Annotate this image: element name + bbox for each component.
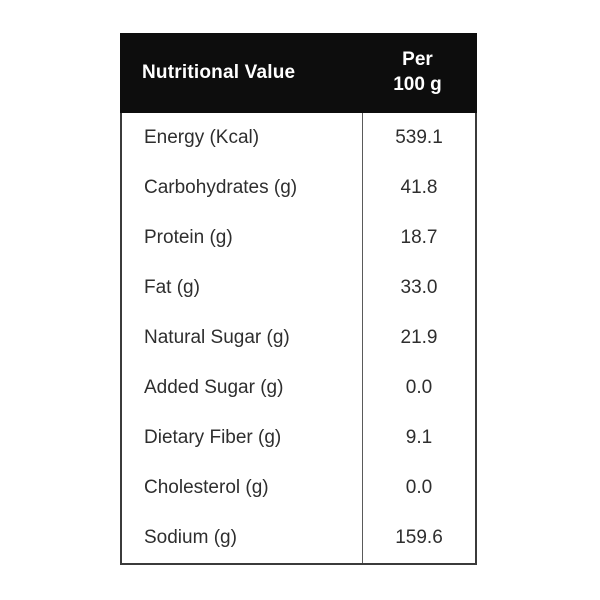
row-value: 9.1 <box>362 413 475 463</box>
table-row: Added Sugar (g) 0.0 <box>122 363 475 413</box>
row-label: Cholesterol (g) <box>144 477 269 498</box>
table-row: Energy (Kcal) 539.1 <box>122 113 475 163</box>
table-row: Natural Sugar (g) 21.9 <box>122 313 475 363</box>
header-per-100g: Per 100 g <box>360 33 477 113</box>
table-header: Nutritional Value Per 100 g <box>120 33 477 113</box>
row-value: 0.0 <box>362 463 475 513</box>
per-unit-line: 100 g <box>393 74 442 95</box>
header-title: Nutritional Value <box>142 62 296 83</box>
row-label: Dietary Fiber (g) <box>144 427 282 448</box>
row-value: 33.0 <box>362 263 475 313</box>
row-label: Added Sugar (g) <box>144 377 284 398</box>
row-label: Fat (g) <box>144 277 200 298</box>
table-row: Sodium (g) 159.6 <box>122 513 475 563</box>
row-value: 18.7 <box>362 213 475 263</box>
nutrition-table: Nutritional Value Per 100 g Energy (Kcal… <box>120 33 477 565</box>
table-body: Energy (Kcal) 539.1 Carbohydrates (g) 41… <box>120 113 477 565</box>
row-value: 21.9 <box>362 313 475 363</box>
row-label: Sodium (g) <box>144 527 237 548</box>
table-row: Dietary Fiber (g) 9.1 <box>122 413 475 463</box>
row-label: Natural Sugar (g) <box>144 327 290 348</box>
row-label: Carbohydrates (g) <box>144 177 298 198</box>
table-row: Fat (g) 33.0 <box>122 263 475 313</box>
row-value: 539.1 <box>362 113 475 163</box>
table-row: Cholesterol (g) 0.0 <box>122 463 475 513</box>
table-row: Carbohydrates (g) 41.8 <box>122 163 475 213</box>
table-row: Protein (g) 18.7 <box>122 213 475 263</box>
header-per-100g-text: Per 100 g <box>393 48 442 97</box>
per-line: Per <box>402 49 433 71</box>
row-value: 0.0 <box>362 363 475 413</box>
row-label: Protein (g) <box>144 227 233 248</box>
row-value: 159.6 <box>362 513 475 563</box>
row-value: 41.8 <box>362 163 475 213</box>
row-label: Energy (Kcal) <box>144 127 260 148</box>
